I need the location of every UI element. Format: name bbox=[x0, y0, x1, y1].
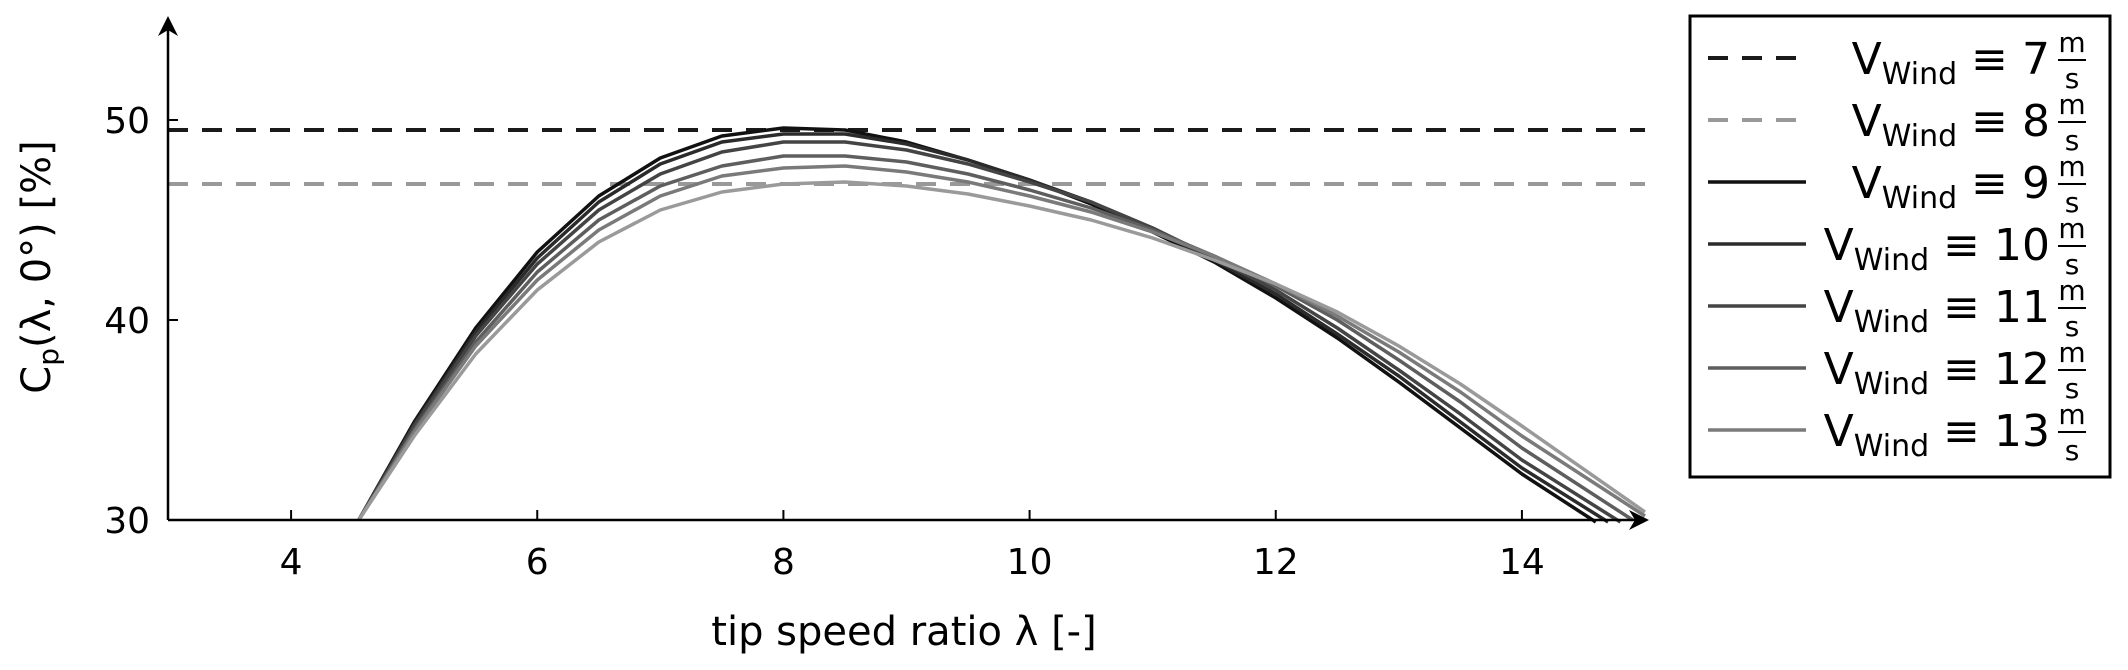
legend-label: VWind ≡ 10 bbox=[1824, 220, 2050, 278]
legend-entry: VWind ≡ 8 ms bbox=[1708, 88, 2086, 157]
legend-label: VWind ≡ 12 bbox=[1824, 344, 2050, 402]
legend-label: VWind ≡ 13 bbox=[1824, 406, 2050, 464]
x-tick-label: 14 bbox=[1499, 542, 1545, 583]
series-line-6 bbox=[357, 164, 1646, 521]
series-line-7 bbox=[357, 180, 1647, 521]
plot-area bbox=[168, 126, 1647, 524]
legend-unit-denominator: s bbox=[2065, 434, 2080, 467]
legend-label: VWind ≡ 7 bbox=[1852, 34, 2050, 92]
ticks: 4 6 8 10 12 14 30 40 50 bbox=[104, 101, 1545, 583]
legend-unit-numerator: m bbox=[2058, 274, 2085, 307]
legend-label: VWind ≡ 11 bbox=[1824, 282, 2050, 340]
series-line-3 bbox=[357, 132, 1610, 524]
legend-unit-denominator: s bbox=[2065, 372, 2080, 405]
legend-unit-denominator: s bbox=[2065, 186, 2080, 219]
legend-unit-denominator: s bbox=[2065, 124, 2080, 157]
x-tick-label: 12 bbox=[1253, 542, 1299, 583]
legend-entry: VWind ≡ 10 ms bbox=[1708, 212, 2086, 281]
legend-unit-numerator: m bbox=[2058, 150, 2085, 183]
series-line-2 bbox=[357, 126, 1597, 524]
legend-label: VWind ≡ 9 bbox=[1852, 158, 2050, 216]
legend-label: VWind ≡ 8 bbox=[1852, 96, 2050, 154]
y-axis-title-main: C bbox=[14, 366, 60, 394]
legend-unit-numerator: m bbox=[2058, 336, 2085, 369]
x-tick-label: 8 bbox=[772, 542, 795, 583]
x-tick-label: 4 bbox=[280, 542, 303, 583]
legend-unit-numerator: m bbox=[2058, 398, 2085, 431]
legend-entry: VWind ≡ 7 ms bbox=[1708, 26, 2086, 95]
y-tick-label: 40 bbox=[104, 301, 150, 342]
series-line-4 bbox=[357, 140, 1622, 524]
legend-unit-numerator: m bbox=[2058, 26, 2085, 59]
legend-entry: VWind ≡ 13 ms bbox=[1708, 398, 2086, 467]
legend-unit-denominator: s bbox=[2065, 248, 2080, 281]
legend-unit-denominator: s bbox=[2065, 62, 2080, 95]
legend-entry: VWind ≡ 12 ms bbox=[1708, 336, 2086, 405]
x-tick-label: 6 bbox=[526, 542, 549, 583]
legend-unit-numerator: m bbox=[2058, 88, 2085, 121]
svg-text:Cp(λ, 0°) [%]: Cp(λ, 0°) [%] bbox=[14, 140, 65, 393]
y-axis-title-rest: (λ, 0°) [%] bbox=[14, 140, 60, 348]
legend-unit-denominator: s bbox=[2065, 310, 2080, 343]
legend-unit-numerator: m bbox=[2058, 212, 2085, 245]
series-line-5 bbox=[357, 154, 1634, 522]
legend-entry: VWind ≡ 11 ms bbox=[1708, 274, 2086, 343]
y-axis-title: Cp(λ, 0°) [%] bbox=[14, 140, 65, 393]
axes bbox=[158, 16, 1649, 530]
legend-entry: VWind ≡ 9 ms bbox=[1708, 150, 2086, 219]
x-tick-label: 10 bbox=[1007, 542, 1053, 583]
x-axis-title: tip speed ratio λ [-] bbox=[711, 609, 1096, 655]
y-tick-label: 30 bbox=[104, 501, 150, 542]
y-axis-title-sub: p bbox=[32, 348, 65, 366]
y-tick-label: 50 bbox=[104, 101, 150, 142]
legend-frame bbox=[1688, 14, 2112, 479]
